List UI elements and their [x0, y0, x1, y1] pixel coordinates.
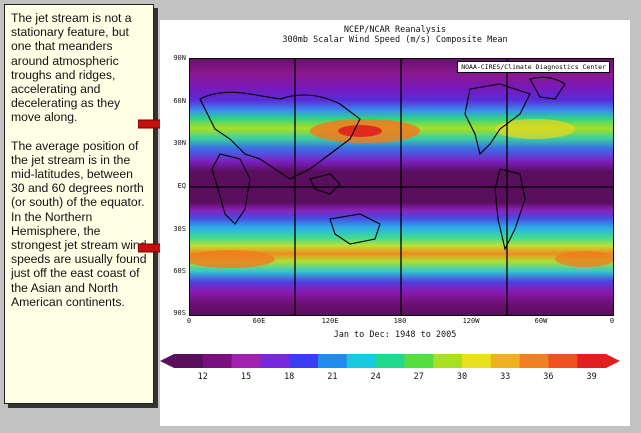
info-paragraph-1: The jet stream is not a stationary featu… — [11, 11, 132, 125]
colorbar-swatch — [346, 354, 377, 368]
lon-label-60w: 60W — [534, 317, 548, 325]
figure-title-line-2: 300mb Scalar Wind Speed (m/s) Composite … — [282, 35, 508, 45]
lat-label-60n: 60N — [173, 97, 186, 105]
figure-title-line-1: NCEP/NCAR Reanalysis — [343, 25, 447, 35]
south-jet-core — [190, 250, 275, 268]
info-paragraph-2: The average position of the jet stream i… — [11, 138, 147, 309]
colorbar-label: 21 — [327, 372, 338, 382]
lat-label-90s: 90S — [173, 309, 186, 317]
date-range-caption: Jan to Dec: 1948 to 2005 — [333, 330, 457, 340]
north-jet-max — [338, 125, 382, 137]
jet-stream-info-panel: The jet stream is not a stationary featu… — [4, 4, 154, 404]
lon-label-0-east: 0 — [609, 317, 615, 325]
south-jet-east — [555, 251, 613, 267]
colorbar-swatch — [519, 354, 549, 368]
colorbar-swatch — [490, 354, 521, 368]
map-overlay — [190, 59, 613, 315]
colorbar-label: 33 — [500, 372, 511, 382]
colorbar-swatch — [433, 354, 463, 368]
colorbar-swatch — [202, 354, 233, 368]
colorbar-swatch — [260, 354, 290, 368]
colorbar-label: 27 — [413, 372, 424, 382]
colorbar-label: 24 — [370, 372, 381, 382]
colorbar-low-arrow — [160, 354, 174, 368]
colorbar-swatch — [577, 354, 607, 368]
lon-label-180: 180 — [393, 317, 407, 325]
lon-label-60e: 60E — [252, 317, 266, 325]
lat-label-60s: 60S — [173, 267, 186, 275]
colorbar-swatch — [174, 354, 204, 368]
colorbar-label: 30 — [456, 372, 468, 382]
colorbar-swatch — [548, 354, 578, 368]
lat-label-30n: 30N — [173, 139, 186, 147]
figure-title: NCEP/NCAR Reanalysis 300mb Scalar Wind S… — [160, 25, 630, 45]
lon-label-120e: 120E — [321, 317, 339, 325]
lat-label-90n: 90N — [173, 54, 186, 62]
coastlines — [199, 76, 566, 251]
colorbar-high-arrow — [606, 354, 620, 368]
wind-speed-map: NOAA-CIRES/Climate Diagnostics Center — [189, 58, 614, 316]
atlantic-jet — [495, 119, 575, 139]
colorbar-swatch — [404, 354, 434, 368]
colorbar-swatch — [289, 354, 319, 368]
wind-speed-figure: NCEP/NCAR Reanalysis 300mb Scalar Wind S… — [160, 20, 630, 426]
colorbar-label: 12 — [197, 372, 208, 382]
data-credit: NOAA-CIRES/Climate Diagnostics Center — [457, 61, 610, 73]
colorbar-label: 39 — [586, 372, 597, 382]
graticule — [190, 59, 613, 315]
colorbar-swatch — [318, 354, 348, 368]
lon-label-120w: 120W — [462, 317, 480, 325]
colorbar-swatch — [231, 354, 261, 368]
lon-label-0: 0 — [186, 317, 192, 325]
colorbar — [160, 354, 620, 368]
colorbar-swatch — [375, 354, 405, 368]
colorbar-swatch — [462, 354, 492, 368]
colorbar-label: 36 — [543, 372, 554, 382]
lat-label-eq: EQ — [177, 182, 186, 190]
colorbar-label: 15 — [240, 372, 252, 382]
lat-label-30s: 30S — [173, 225, 186, 233]
colorbar-label: 18 — [284, 372, 295, 382]
